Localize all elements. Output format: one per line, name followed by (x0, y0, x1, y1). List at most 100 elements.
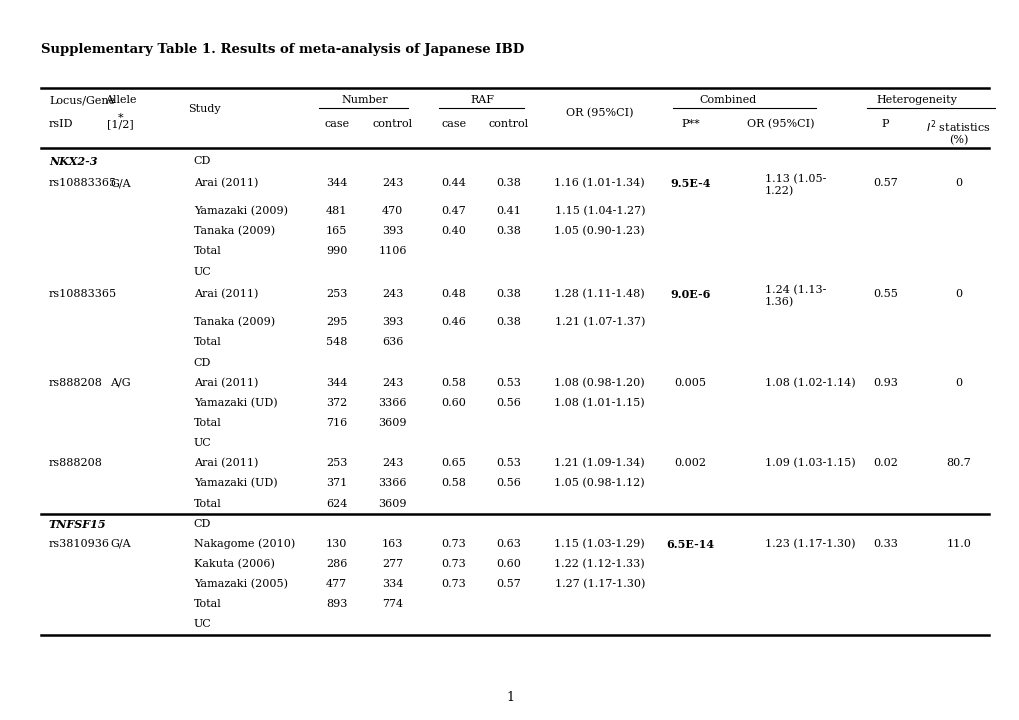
Text: 295: 295 (326, 318, 346, 328)
Text: 0: 0 (955, 289, 961, 300)
Text: 0.46: 0.46 (441, 318, 466, 328)
Text: 893: 893 (326, 599, 346, 609)
Text: CD: CD (194, 518, 211, 528)
Text: 1.09 (1.03-1.15): 1.09 (1.03-1.15) (764, 459, 855, 469)
Text: 0.58: 0.58 (441, 478, 466, 488)
Text: 0.60: 0.60 (496, 559, 521, 569)
Text: Total: Total (194, 338, 221, 348)
Text: 470: 470 (382, 206, 403, 216)
Text: 0.53: 0.53 (496, 378, 521, 388)
Text: Arai (2011): Arai (2011) (194, 289, 258, 300)
Text: 0.63: 0.63 (496, 539, 521, 549)
Text: P**: P** (681, 119, 699, 129)
Text: 277: 277 (382, 559, 403, 569)
Text: 774: 774 (382, 599, 403, 609)
Text: rs10883365: rs10883365 (49, 179, 117, 188)
Text: 286: 286 (326, 559, 346, 569)
Text: Yamazaki (2009): Yamazaki (2009) (194, 206, 287, 217)
Text: 1.21 (1.07-1.37): 1.21 (1.07-1.37) (554, 318, 644, 328)
Text: case: case (441, 119, 466, 129)
Text: control: control (372, 119, 413, 129)
Text: G/A: G/A (110, 539, 130, 549)
Text: Combined: Combined (698, 95, 756, 105)
Text: case: case (324, 119, 348, 129)
Text: 372: 372 (326, 398, 346, 408)
Text: P: P (880, 119, 889, 129)
Text: UC: UC (194, 619, 211, 629)
Text: Kakuta (2006): Kakuta (2006) (194, 559, 274, 570)
Text: 990: 990 (326, 246, 346, 256)
Text: 165: 165 (326, 226, 346, 236)
Text: 0.41: 0.41 (496, 206, 521, 216)
Text: 243: 243 (382, 289, 403, 300)
Text: rs888208: rs888208 (49, 378, 103, 388)
Text: Locus/Gene: Locus/Gene (49, 95, 115, 105)
Text: 0.53: 0.53 (496, 459, 521, 468)
Text: 3366: 3366 (378, 398, 407, 408)
Text: 481: 481 (326, 206, 346, 216)
Text: 1.08 (1.02-1.14): 1.08 (1.02-1.14) (764, 378, 855, 388)
Text: 344: 344 (326, 179, 346, 188)
Text: 0.47: 0.47 (441, 206, 466, 216)
Text: Total: Total (194, 498, 221, 508)
Text: 1.15 (1.03-1.29): 1.15 (1.03-1.29) (554, 539, 644, 549)
Text: 1.23 (1.17-1.30): 1.23 (1.17-1.30) (764, 539, 855, 549)
Text: OR (95%CI): OR (95%CI) (746, 119, 813, 129)
Text: 636: 636 (382, 338, 403, 348)
Text: control: control (488, 119, 529, 129)
Text: 1.08 (0.98-1.20): 1.08 (0.98-1.20) (554, 378, 644, 388)
Text: 11.0: 11.0 (946, 539, 970, 549)
Text: 0.55: 0.55 (872, 289, 897, 300)
Text: OR (95%CI): OR (95%CI) (566, 108, 633, 118)
Text: 0.73: 0.73 (441, 539, 466, 549)
Text: 0.38: 0.38 (496, 289, 521, 300)
Text: Arai (2011): Arai (2011) (194, 179, 258, 189)
Text: Tanaka (2009): Tanaka (2009) (194, 226, 275, 237)
Text: 243: 243 (382, 459, 403, 468)
Text: 0.38: 0.38 (496, 318, 521, 328)
Text: 1.21 (1.09-1.34): 1.21 (1.09-1.34) (554, 459, 644, 469)
Text: Yamazaki (2005): Yamazaki (2005) (194, 579, 287, 590)
Text: 3366: 3366 (378, 478, 407, 488)
Text: 253: 253 (326, 459, 346, 468)
Text: 163: 163 (382, 539, 403, 549)
Text: 0.005: 0.005 (674, 378, 706, 388)
Text: Nakagome (2010): Nakagome (2010) (194, 539, 294, 549)
Text: 1.05 (0.90-1.23): 1.05 (0.90-1.23) (554, 226, 644, 237)
Text: 6.5E-14: 6.5E-14 (665, 539, 714, 550)
Text: 1.08 (1.01-1.15): 1.08 (1.01-1.15) (554, 398, 644, 408)
Text: 0.48: 0.48 (441, 289, 466, 300)
Text: Arai (2011): Arai (2011) (194, 459, 258, 469)
Text: [1/2]: [1/2] (107, 119, 133, 129)
Text: Study: Study (187, 104, 220, 114)
Text: 0.57: 0.57 (872, 179, 897, 188)
Text: Allele: Allele (105, 95, 136, 105)
Text: (%): (%) (949, 135, 967, 145)
Text: 0.44: 0.44 (441, 179, 466, 188)
Text: 371: 371 (326, 478, 346, 488)
Text: 548: 548 (326, 338, 346, 348)
Text: UC: UC (194, 266, 211, 276)
Text: Supplementary Table 1. Results of meta-analysis of Japanese IBD: Supplementary Table 1. Results of meta-a… (41, 43, 524, 56)
Text: 624: 624 (326, 498, 346, 508)
Text: 243: 243 (382, 378, 403, 388)
Text: 0.38: 0.38 (496, 179, 521, 188)
Text: 393: 393 (382, 226, 403, 236)
Text: 0: 0 (955, 378, 961, 388)
Text: 3609: 3609 (378, 498, 407, 508)
Text: 0.65: 0.65 (441, 459, 466, 468)
Text: 80.7: 80.7 (946, 459, 970, 468)
Text: 0.56: 0.56 (496, 478, 521, 488)
Text: 0.33: 0.33 (872, 539, 897, 549)
Text: 9.5E-4: 9.5E-4 (669, 179, 710, 189)
Text: 477: 477 (326, 579, 346, 589)
Text: Total: Total (194, 418, 221, 428)
Text: 0.40: 0.40 (441, 226, 466, 236)
Text: A/G: A/G (110, 378, 130, 388)
Text: CD: CD (194, 358, 211, 368)
Text: RAF: RAF (470, 95, 494, 105)
Text: 130: 130 (326, 539, 346, 549)
Text: Yamazaki (UD): Yamazaki (UD) (194, 398, 277, 408)
Text: CD: CD (194, 156, 211, 166)
Text: 1.15 (1.04-1.27): 1.15 (1.04-1.27) (554, 206, 644, 217)
